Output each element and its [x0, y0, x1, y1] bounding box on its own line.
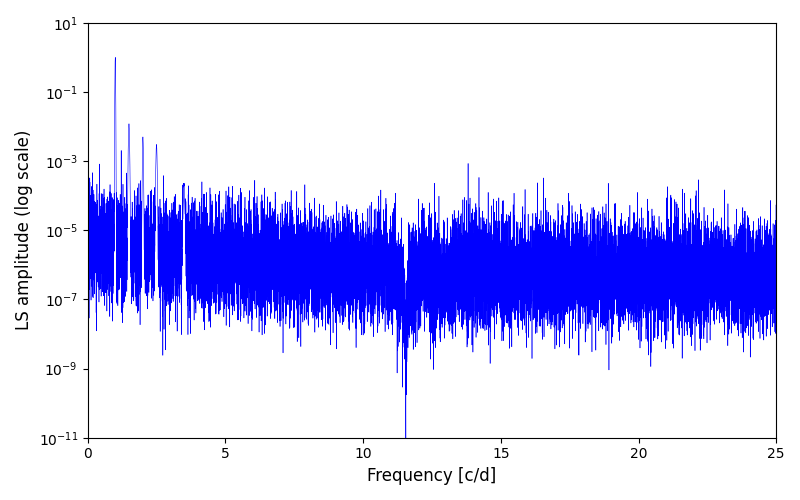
Y-axis label: LS amplitude (log scale): LS amplitude (log scale) [15, 130, 33, 330]
X-axis label: Frequency [c/d]: Frequency [c/d] [367, 467, 497, 485]
